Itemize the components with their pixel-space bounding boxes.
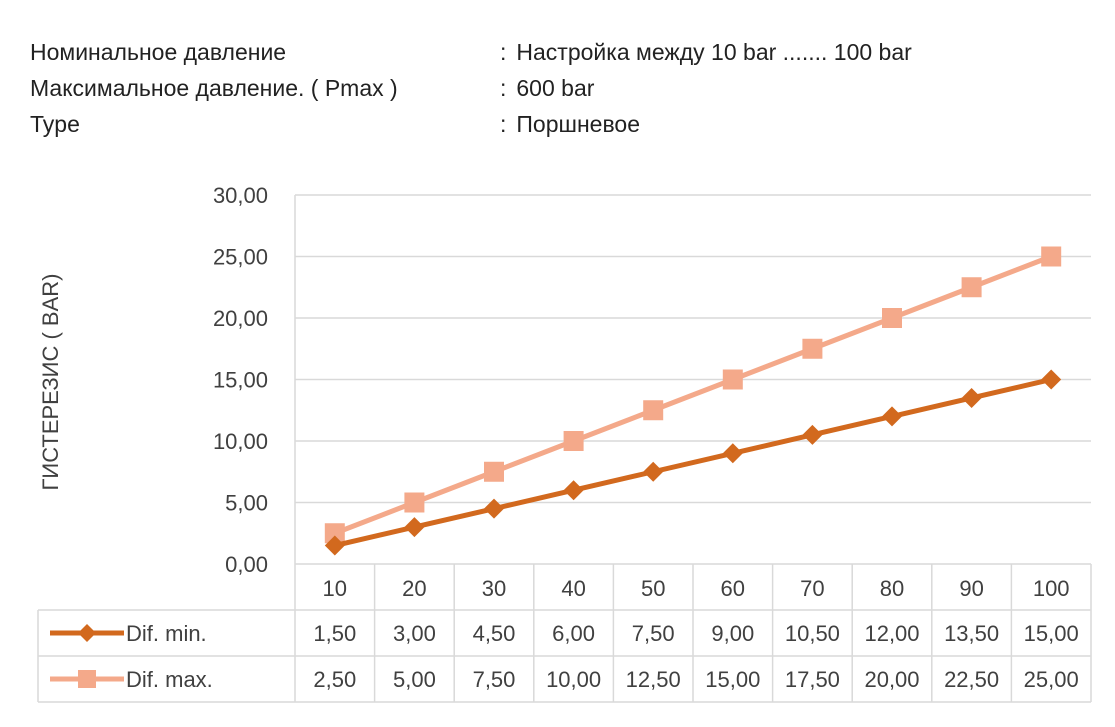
data-point-dif-max	[882, 308, 902, 328]
y-tick-label: 30,00	[213, 183, 268, 208]
y-tick-label: 15,00	[213, 368, 268, 393]
table-value: 3,00	[393, 621, 436, 646]
data-point-dif-min	[722, 443, 743, 464]
table-value: 7,50	[632, 621, 675, 646]
y-tick-label: 5,00	[225, 491, 268, 516]
data-point-dif-max	[563, 431, 584, 451]
series-line-dif-min	[334, 377, 1052, 548]
x-tick-label: 100	[1033, 576, 1070, 601]
legend-series-name: Dif. min.	[126, 621, 207, 646]
table-value: 10,50	[785, 621, 840, 646]
table-value: 2,50	[313, 667, 356, 692]
table-value: 6,00	[552, 621, 595, 646]
table-value: 7,50	[473, 667, 516, 692]
table-value: 12,50	[626, 667, 681, 692]
data-point-dif-min	[882, 406, 902, 427]
y-tick-label: 20,00	[213, 306, 268, 331]
spec-label: Номинальное давление	[30, 39, 287, 65]
data-point-dif-min	[324, 535, 345, 556]
legend-marker-square	[78, 670, 96, 688]
spec-label: Максимальное давление. ( Pmax )	[30, 75, 398, 101]
series-lines	[324, 246, 1062, 556]
legend-series-name: Dif. max.	[126, 667, 213, 692]
spec-label: Type	[30, 111, 80, 137]
spec-value: : Поршневое	[500, 111, 640, 137]
x-tick-label: 90	[959, 576, 983, 601]
table-value: 15,00	[705, 667, 760, 692]
data-point-dif-min	[1041, 369, 1062, 390]
data-point-dif-max	[643, 400, 664, 421]
y-axis-ticks: 0,00 5,00 10,00 15,00 20,00 25,00 30,00	[213, 183, 268, 577]
table-value: 5,00	[393, 667, 436, 692]
data-point-dif-min	[563, 480, 584, 501]
data-point-dif-max	[961, 277, 982, 298]
data-point-dif-max	[324, 523, 345, 544]
table-value: 12,00	[864, 621, 919, 646]
table-value: 9,00	[711, 621, 754, 646]
data-point-dif-min	[802, 424, 823, 445]
x-tick-label: 70	[800, 576, 824, 601]
data-point-dif-min	[484, 498, 504, 519]
data-point-dif-min	[643, 461, 664, 482]
data-point-dif-max	[484, 461, 504, 482]
spec-value: : Настройка между 10 bar ....... 100 bar	[500, 39, 912, 65]
y-tick-label: 25,00	[213, 245, 268, 270]
spec-value-text: 600 bar	[516, 75, 595, 101]
table-value: 22,50	[944, 667, 999, 692]
x-tick-label: 40	[561, 576, 585, 601]
x-tick-label: 20	[402, 576, 426, 601]
y-axis-label: ГИСТЕРЕЗИС ( BAR)	[38, 274, 63, 491]
spec-value-text: Настройка между 10 bar ....... 100 bar	[516, 39, 912, 65]
data-table: 10 20 30 40 50 60 70 80 90 100 Dif. min. 1,50 3,00 4,…	[37, 564, 1092, 703]
table-value: 25,00	[1024, 667, 1079, 692]
data-point-dif-max	[404, 492, 425, 513]
x-tick-label: 60	[721, 576, 745, 601]
data-point-dif-max	[1041, 246, 1062, 267]
table-value: 4,50	[473, 621, 516, 646]
table-value: 13,50	[944, 621, 999, 646]
data-point-dif-max	[802, 338, 823, 359]
series-line-dif-max	[333, 254, 1053, 536]
y-tick-label: 10,00	[213, 429, 268, 454]
table-value: 15,00	[1024, 621, 1079, 646]
data-point-dif-max	[722, 369, 743, 390]
spec-value: :600 bar	[500, 75, 595, 101]
table-value: 10,00	[546, 667, 601, 692]
spec-value-text: Поршневое	[516, 111, 640, 137]
x-tick-label: 30	[482, 576, 506, 601]
table-value: 20,00	[864, 667, 919, 692]
gridlines	[294, 194, 1091, 702]
table-value: 1,50	[313, 621, 356, 646]
table-value: 17,50	[785, 667, 840, 692]
x-tick-label: 10	[323, 576, 347, 601]
data-point-dif-min	[404, 517, 425, 538]
x-tick-label: 80	[880, 576, 904, 601]
legend-marker-diamond	[78, 624, 96, 642]
x-tick-label: 50	[641, 576, 665, 601]
data-point-dif-min	[961, 387, 982, 408]
y-tick-label: 0,00	[225, 552, 268, 577]
